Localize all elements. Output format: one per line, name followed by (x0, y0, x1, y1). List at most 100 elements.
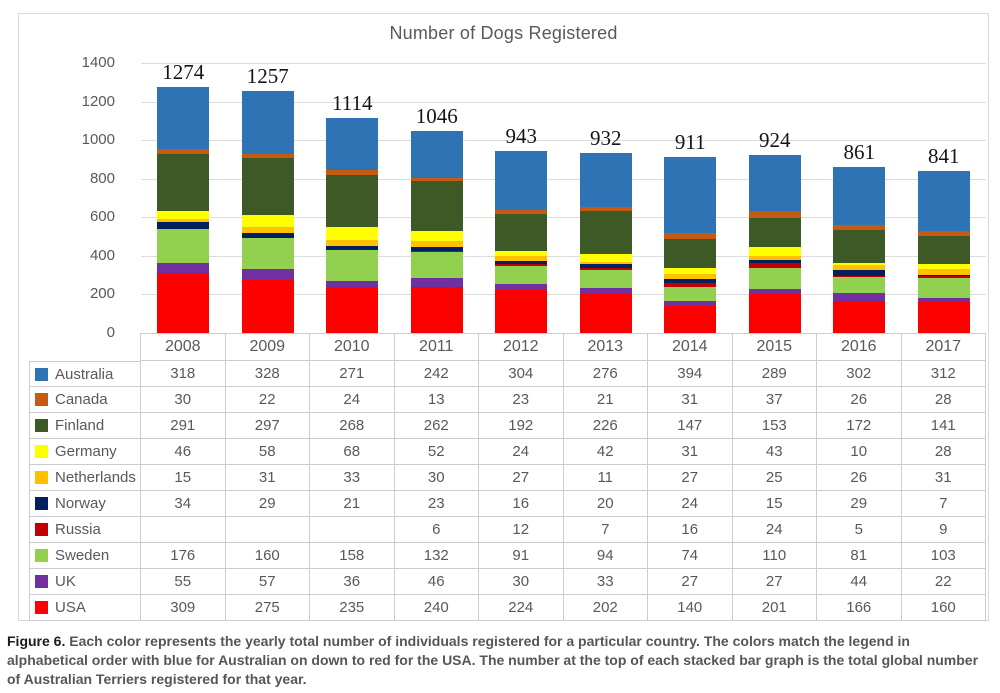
bar-segment-norway-2011 (410, 246, 463, 252)
bar-segment-russia-2016 (833, 275, 886, 277)
bar-segment-sweden-2011 (410, 252, 463, 278)
value-cell-canada-2015: 37 (732, 387, 817, 413)
value-cell-finland-2012: 192 (479, 413, 564, 439)
value-cell-sweden-2011: 132 (394, 543, 479, 569)
gridline-200 (141, 294, 986, 296)
value-cell-netherlands-2013: 11 (563, 465, 648, 491)
value-cell-usa-2017: 160 (901, 595, 986, 621)
bar-segment-australia-2008 (157, 87, 210, 149)
value-cell-norway-2014: 24 (648, 491, 733, 517)
bar-segment-uk-2011 (410, 277, 463, 287)
value-cell-finland-2010: 268 (310, 413, 395, 439)
value-cell-uk-2011: 46 (394, 569, 479, 595)
bar-slot-2011: 1046 (395, 63, 480, 333)
value-cell-norway-2013: 20 (563, 491, 648, 517)
value-cell-netherlands-2015: 25 (732, 465, 817, 491)
year-header-2011: 2011 (394, 333, 479, 361)
legend-cell-finland: Finland (29, 413, 141, 439)
bar-segment-norway-2008 (157, 222, 210, 229)
bar-segment-russia-2012 (495, 264, 548, 267)
bar-segment-netherlands-2014 (664, 273, 717, 279)
value-cell-netherlands-2016: 26 (817, 465, 902, 491)
value-cell-canada-2010: 24 (310, 387, 395, 413)
bar-segment-uk-2013 (579, 287, 632, 295)
bar-segment-germany-2017 (917, 263, 970, 270)
bar-segment-russia-2014 (664, 283, 717, 287)
bar-segment-russia-2011 (410, 251, 463, 253)
y-tick-label-1200: 1200 (81, 92, 115, 110)
legend-label-netherlands: Netherlands (55, 469, 136, 486)
value-cell-germany-2009: 58 (225, 439, 310, 465)
bar-segment-netherlands-2017 (917, 269, 970, 275)
value-cell-canada-2017: 28 (901, 387, 986, 413)
bar-segment-germany-2008 (157, 210, 210, 220)
bar-segment-finland-2013 (579, 210, 632, 255)
bar-segment-germany-2011 (410, 231, 463, 242)
bar-segment-usa-2015 (748, 294, 801, 333)
bar-segment-germany-2012 (495, 251, 548, 256)
bar-segment-australia-2016 (833, 167, 886, 226)
bar-segment-usa-2012 (495, 289, 548, 333)
value-cell-usa-2015: 201 (732, 595, 817, 621)
value-cell-australia-2015: 289 (732, 361, 817, 387)
value-cell-canada-2016: 26 (817, 387, 902, 413)
bar-segment-finland-2014 (664, 239, 717, 268)
legend-label-uk: UK (55, 573, 76, 590)
bar-segment-netherlands-2016 (833, 265, 886, 271)
legend-label-usa: USA (55, 599, 86, 616)
value-cell-usa-2010: 235 (310, 595, 395, 621)
stacked-bar-2015 (748, 154, 801, 333)
bar-segment-canada-2013 (579, 206, 632, 211)
bar-segment-uk-2017 (917, 297, 970, 303)
value-cell-norway-2012: 16 (479, 491, 564, 517)
bar-segment-finland-2010 (326, 175, 379, 227)
figure-caption: Figure 6. Each color represents the year… (7, 632, 993, 689)
value-cell-sweden-2009: 160 (225, 543, 310, 569)
legend-label-russia: Russia (55, 521, 101, 538)
bar-slot-2017: 841 (902, 63, 987, 333)
stacked-bar-2013 (579, 153, 632, 333)
bar-segment-finland-2012 (495, 214, 548, 252)
value-cell-uk-2015: 27 (732, 569, 817, 595)
value-cell-netherlands-2008: 15 (141, 465, 226, 491)
value-cell-usa-2011: 240 (394, 595, 479, 621)
bar-segment-russia-2015 (748, 263, 801, 268)
bar-segment-usa-2014 (664, 306, 717, 333)
legend-label-australia: Australia (55, 365, 114, 383)
table-corner-cell (29, 333, 141, 361)
value-cell-russia-2008 (141, 517, 226, 543)
bar-segment-uk-2010 (326, 280, 379, 288)
legend-label-finland: Finland (55, 417, 105, 434)
plot-area: 1274 1257 1114 1046 943 932 911 924 861 841 (141, 60, 987, 333)
value-cell-usa-2013: 202 (563, 595, 648, 621)
value-cell-australia-2010: 271 (310, 361, 395, 387)
value-cell-netherlands-2012: 27 (479, 465, 564, 491)
bar-segment-germany-2014 (664, 267, 717, 274)
value-cell-canada-2009: 22 (225, 387, 310, 413)
bar-segment-germany-2013 (579, 254, 632, 263)
value-cell-sweden-2008: 176 (141, 543, 226, 569)
bar-segment-canada-2011 (410, 178, 463, 181)
year-header-2012: 2012 (479, 333, 564, 361)
bar-segment-germany-2009 (241, 215, 294, 227)
gridline-400 (141, 255, 986, 257)
bar-segment-finland-2011 (410, 180, 463, 232)
bar-segment-sweden-2008 (157, 228, 210, 263)
stacked-bar-2012 (495, 151, 548, 333)
value-cell-usa-2014: 140 (648, 595, 733, 621)
year-header-2013: 2013 (563, 333, 648, 361)
bar-segment-germany-2010 (326, 226, 379, 240)
bar-slot-2010: 1114 (310, 63, 395, 333)
value-cell-uk-2008: 55 (141, 569, 226, 595)
value-cell-sweden-2012: 91 (479, 543, 564, 569)
bar-segment-uk-2012 (495, 284, 548, 290)
y-tick-label-1400: 1400 (81, 54, 115, 71)
value-cell-germany-2016: 10 (817, 439, 902, 465)
value-cell-netherlands-2014: 27 (648, 465, 733, 491)
value-cell-germany-2014: 31 (648, 439, 733, 465)
value-cell-australia-2013: 276 (563, 361, 648, 387)
value-cell-germany-2010: 68 (310, 439, 395, 465)
bar-segment-norway-2016 (833, 270, 886, 276)
bar-segment-australia-2014 (664, 157, 717, 234)
stacked-bar-2017 (917, 170, 970, 333)
